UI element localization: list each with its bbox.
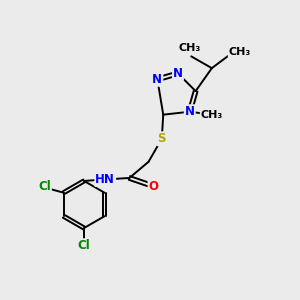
Text: O: O bbox=[148, 180, 158, 193]
Text: N: N bbox=[185, 105, 195, 118]
Text: N: N bbox=[173, 67, 183, 80]
Text: Cl: Cl bbox=[78, 239, 90, 252]
Text: HN: HN bbox=[95, 173, 115, 186]
Text: CH₃: CH₃ bbox=[201, 110, 223, 120]
Text: S: S bbox=[158, 132, 166, 145]
Text: CH₃: CH₃ bbox=[229, 47, 251, 57]
Text: CH₃: CH₃ bbox=[178, 43, 201, 53]
Text: N: N bbox=[152, 73, 162, 86]
Text: Cl: Cl bbox=[38, 180, 51, 193]
